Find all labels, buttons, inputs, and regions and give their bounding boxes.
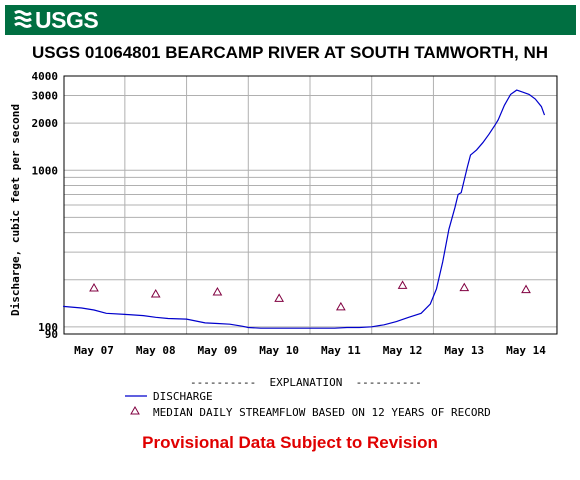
median-marker	[150, 289, 161, 298]
median-markers	[89, 280, 531, 311]
median-marker	[335, 301, 346, 311]
y-tick-label: 1000	[32, 164, 59, 177]
chart-title: USGS 01064801 BEARCAMP RIVER AT SOUTH TA…	[31, 43, 549, 62]
y-tick-label: 90	[45, 328, 58, 341]
x-tick-label: May 08	[136, 344, 176, 357]
legend-title: ---------- EXPLANATION ----------	[190, 376, 422, 389]
y-tick-label: 3000	[32, 90, 59, 103]
median-marker	[89, 283, 99, 292]
median-marker	[274, 293, 285, 302]
grid	[64, 75, 558, 334]
usgs-header-bar: USGS	[5, 5, 576, 35]
provisional-notice: Provisional Data Subject to Revision	[142, 433, 438, 452]
x-tick-label: May 14	[506, 344, 546, 357]
y-tick-label: 2000	[32, 117, 59, 130]
plot-frame	[63, 75, 558, 335]
x-tick-label: May 11	[321, 344, 361, 357]
x-tick-label: May 12	[383, 344, 423, 357]
median-marker	[459, 282, 470, 292]
x-tick-label: May 10	[259, 344, 299, 357]
legend-median-triangle-icon	[130, 405, 140, 415]
legend-median-label: MEDIAN DAILY STREAMFLOW BASED ON 12 YEAR…	[153, 406, 491, 419]
median-marker	[212, 286, 223, 296]
x-axis-ticks: May 07 May 08 May 09 May 10 May 11 May 12 May …	[74, 344, 546, 357]
median-marker	[521, 284, 531, 294]
discharge-series-line	[63, 89, 546, 329]
y-tick-label: 100	[38, 321, 58, 334]
x-tick-label: May 07	[74, 344, 114, 357]
median-marker	[397, 280, 408, 289]
x-tick-label: May 09	[198, 344, 238, 357]
usgs-wave-icon	[14, 10, 32, 28]
usgs-logo-text: USGS	[35, 7, 99, 33]
y-tick-label: 4000	[32, 70, 59, 83]
x-tick-label: May 13	[444, 344, 484, 357]
legend-discharge-label: DISCHARGE	[153, 390, 213, 403]
y-axis-label: Discharge, cubic feet per second	[9, 104, 22, 316]
